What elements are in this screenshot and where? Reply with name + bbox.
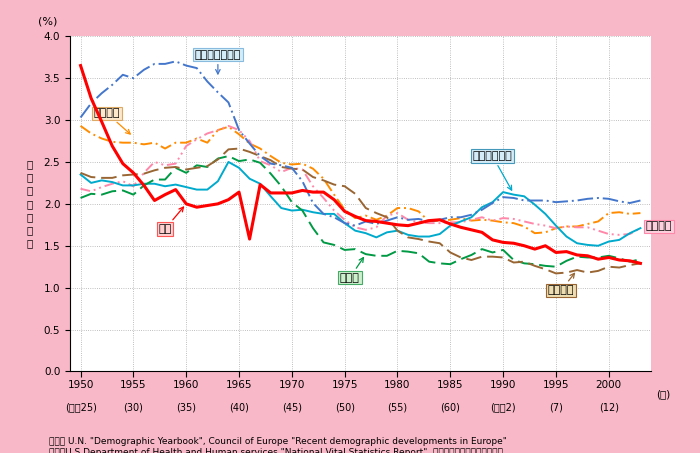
Text: (年): (年) bbox=[657, 390, 671, 400]
Text: (60): (60) bbox=[440, 402, 460, 412]
Text: 日本: 日本 bbox=[158, 207, 183, 234]
Text: イタリア: イタリア bbox=[548, 273, 575, 295]
Text: (7): (7) bbox=[549, 402, 563, 412]
Text: (50): (50) bbox=[335, 402, 355, 412]
Text: フランス: フランス bbox=[94, 108, 130, 134]
Text: (%): (%) bbox=[38, 16, 57, 26]
Text: (平成2): (平成2) bbox=[490, 402, 516, 412]
Text: (55): (55) bbox=[387, 402, 407, 412]
Text: アメリカ合衆国: アメリカ合衆国 bbox=[195, 50, 241, 74]
Text: イギリス: イギリス bbox=[645, 222, 672, 231]
Text: スウェーデン: スウェーデン bbox=[473, 151, 512, 190]
Text: 資料： U.N. "Demographic Yearbook", Council of Europe "Recent demographic developme: 資料： U.N. "Demographic Yearbook", Council… bbox=[49, 437, 507, 453]
Text: (12): (12) bbox=[598, 402, 619, 412]
Text: (45): (45) bbox=[282, 402, 302, 412]
Text: ドイツ: ドイツ bbox=[340, 258, 363, 283]
Text: (昭和25): (昭和25) bbox=[64, 402, 97, 412]
Text: 合
計
特
殊
出
生
率: 合 計 特 殊 出 生 率 bbox=[26, 159, 32, 248]
Text: (40): (40) bbox=[229, 402, 249, 412]
Text: (30): (30) bbox=[123, 402, 144, 412]
Text: (35): (35) bbox=[176, 402, 196, 412]
